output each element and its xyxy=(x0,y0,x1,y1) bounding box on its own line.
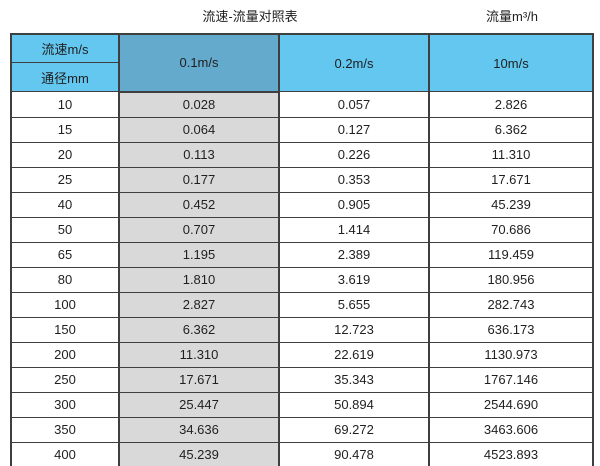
flow-value-0-1ms-cell: 0.064 xyxy=(118,116,280,143)
diameter-cell: 400 xyxy=(10,441,120,466)
velocity-axis-header: 流速m/s xyxy=(10,33,120,63)
flow-value-0-1ms-cell: 1.195 xyxy=(118,241,280,268)
flow-value-0-1ms-cell: 11.310 xyxy=(118,341,280,368)
table-row: 100 2.827 5.655 282.743 xyxy=(10,291,594,318)
flow-value-10ms-cell: 2544.690 xyxy=(428,391,594,418)
table-row: 50 0.707 1.414 70.686 xyxy=(10,216,594,243)
flow-value-10ms-cell: 11.310 xyxy=(428,141,594,168)
table-row: 10 0.028 0.057 2.826 xyxy=(10,91,594,118)
diameter-cell: 25 xyxy=(10,166,120,193)
flow-value-0-2ms-cell: 2.389 xyxy=(278,241,430,268)
flow-value-10ms-cell: 282.743 xyxy=(428,291,594,318)
flow-unit-label: 流量m³/h xyxy=(485,9,538,24)
diameter-cell: 200 xyxy=(10,341,120,368)
flow-value-10ms-cell: 1130.973 xyxy=(428,341,594,368)
flow-value-0-1ms-cell: 1.810 xyxy=(118,266,280,293)
flow-value-0-2ms-cell: 12.723 xyxy=(278,316,430,343)
flow-value-0-2ms-cell: 69.272 xyxy=(278,416,430,443)
table-body: 10 0.028 0.057 2.826 15 0.064 0.127 6.36… xyxy=(10,91,594,466)
flow-value-0-2ms-cell: 0.057 xyxy=(278,91,430,118)
flow-value-10ms-cell: 636.173 xyxy=(428,316,594,343)
flow-value-10ms-cell: 6.362 xyxy=(428,116,594,143)
flow-value-0-2ms-cell: 1.414 xyxy=(278,216,430,243)
flow-value-0-2ms-cell: 50.894 xyxy=(278,391,430,418)
flow-value-10ms-cell: 180.956 xyxy=(428,266,594,293)
flow-value-0-1ms-cell: 0.452 xyxy=(118,191,280,218)
column-header-0-1ms: 0.1m/s xyxy=(118,33,280,93)
flow-value-0-2ms-cell: 0.353 xyxy=(278,166,430,193)
table-row: 400 45.239 90.478 4523.893 xyxy=(10,441,594,466)
flow-value-0-2ms-cell: 22.619 xyxy=(278,341,430,368)
table-row: 200 11.310 22.619 1130.973 xyxy=(10,341,594,368)
diameter-cell: 50 xyxy=(10,216,120,243)
table-row: 40 0.452 0.905 45.239 xyxy=(10,191,594,218)
flow-value-0-1ms-cell: 6.362 xyxy=(118,316,280,343)
flow-value-0-1ms-cell: 0.028 xyxy=(118,91,280,118)
diameter-cell: 65 xyxy=(10,241,120,268)
flow-value-10ms-cell: 1767.146 xyxy=(428,366,594,393)
flow-value-0-2ms-cell: 35.343 xyxy=(278,366,430,393)
flow-value-0-2ms-cell: 0.905 xyxy=(278,191,430,218)
column-header-10ms: 10m/s xyxy=(428,33,594,92)
flow-value-0-1ms-cell: 2.827 xyxy=(118,291,280,318)
table-row: 80 1.810 3.619 180.956 xyxy=(10,266,594,293)
table-row: 250 17.671 35.343 1767.146 xyxy=(10,366,594,393)
diameter-cell: 300 xyxy=(10,391,120,418)
table-row: 350 34.636 69.272 3463.606 xyxy=(10,416,594,443)
title-bar: 流速-流量对照表 流量m³/h xyxy=(0,0,600,33)
diameter-cell: 100 xyxy=(10,291,120,318)
column-header-0-2ms: 0.2m/s xyxy=(278,33,430,92)
diameter-cell: 250 xyxy=(10,366,120,393)
flow-value-10ms-cell: 2.826 xyxy=(428,91,594,118)
flow-value-0-2ms-cell: 0.127 xyxy=(278,116,430,143)
table-row: 300 25.447 50.894 2544.690 xyxy=(10,391,594,418)
table-row: 15 0.064 0.127 6.362 xyxy=(10,116,594,143)
diameter-cell: 80 xyxy=(10,266,120,293)
table-row: 20 0.113 0.226 11.310 xyxy=(10,141,594,168)
flow-value-0-1ms-cell: 0.113 xyxy=(118,141,280,168)
table-row: 150 6.362 12.723 636.173 xyxy=(10,316,594,343)
flow-value-10ms-cell: 17.671 xyxy=(428,166,594,193)
flow-value-0-2ms-cell: 5.655 xyxy=(278,291,430,318)
flow-value-0-1ms-cell: 45.239 xyxy=(118,441,280,466)
table-title: 流速-流量对照表 xyxy=(202,9,298,24)
diameter-cell: 350 xyxy=(10,416,120,443)
velocity-flow-table: 流速m/s 0.1m/s 0.2m/s 10m/s 通径mm 10 0.028 … xyxy=(10,33,594,466)
diameter-axis-header: 通径mm xyxy=(10,62,120,92)
flow-value-10ms-cell: 45.239 xyxy=(428,191,594,218)
flow-value-0-2ms-cell: 3.619 xyxy=(278,266,430,293)
flow-value-0-1ms-cell: 25.447 xyxy=(118,391,280,418)
flow-value-10ms-cell: 4523.893 xyxy=(428,441,594,466)
diameter-cell: 20 xyxy=(10,141,120,168)
flow-value-10ms-cell: 119.459 xyxy=(428,241,594,268)
flow-value-0-1ms-cell: 0.707 xyxy=(118,216,280,243)
flow-value-10ms-cell: 70.686 xyxy=(428,216,594,243)
flow-value-0-1ms-cell: 34.636 xyxy=(118,416,280,443)
flow-value-0-1ms-cell: 0.177 xyxy=(118,166,280,193)
diameter-cell: 40 xyxy=(10,191,120,218)
diameter-cell: 150 xyxy=(10,316,120,343)
flow-value-0-2ms-cell: 90.478 xyxy=(278,441,430,466)
table-row: 25 0.177 0.353 17.671 xyxy=(10,166,594,193)
table-row: 65 1.195 2.389 119.459 xyxy=(10,241,594,268)
flow-value-10ms-cell: 3463.606 xyxy=(428,416,594,443)
diameter-cell: 15 xyxy=(10,116,120,143)
flow-value-0-1ms-cell: 17.671 xyxy=(118,366,280,393)
flow-value-0-2ms-cell: 0.226 xyxy=(278,141,430,168)
diameter-cell: 10 xyxy=(10,91,120,118)
